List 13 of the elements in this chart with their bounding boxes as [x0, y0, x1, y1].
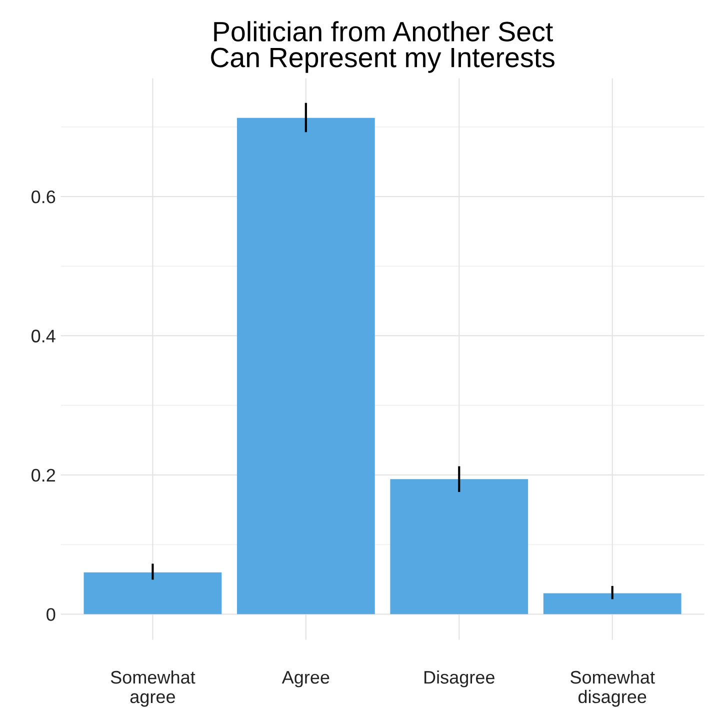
x-tick-label: Agree	[282, 671, 330, 688]
y-tick-label: 0	[46, 608, 56, 621]
y-tick-label: 0.6	[32, 190, 56, 204]
bar	[84, 572, 222, 614]
bar	[390, 479, 528, 614]
x-tick-label: Disagree	[424, 670, 494, 688]
bar	[236, 118, 375, 614]
x-tick-label: Somewhat disagree	[570, 670, 655, 707]
x-tick-label: Somewhat agree	[110, 670, 196, 707]
chart-title: Politician from Another Sect Can Represent my Interests	[211, 21, 554, 73]
y-tick-label: 0.2	[32, 468, 56, 482]
bar	[543, 593, 682, 614]
y-tick-label: 0.4	[32, 330, 56, 342]
